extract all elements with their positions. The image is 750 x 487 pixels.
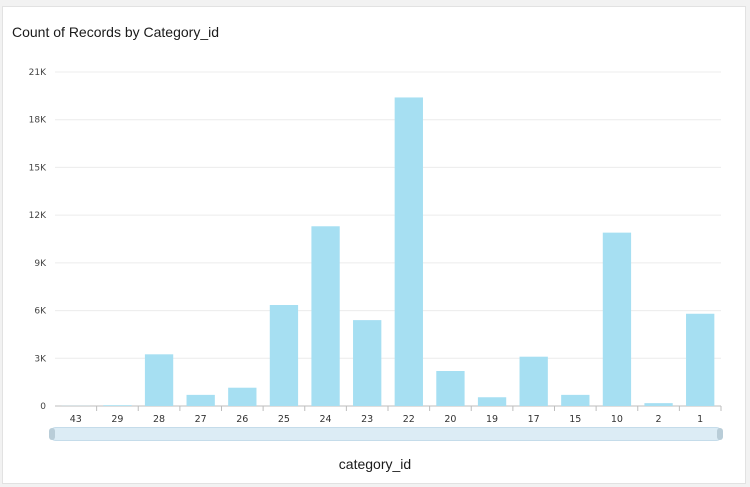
bar-category-19[interactable] [477,397,507,406]
x-tick-label: 24 [320,414,332,425]
bar-category-26[interactable] [228,387,257,406]
bar-category-24[interactable] [311,226,340,406]
bar-chart: 0 3K 6K 9K 12K 15K 18K 21K 43 29 28 27 26 25 24 23 22 20 1… [29,68,722,425]
bar-category-27[interactable] [186,394,215,406]
y-tick-label: 12K [29,211,47,221]
y-tick-label: 18K [29,116,47,126]
bar-category-10[interactable] [602,232,632,406]
bar-category-17[interactable] [519,356,548,406]
bar-category-29[interactable] [103,405,132,406]
x-tick-label: 20 [444,414,456,425]
bar-category-1[interactable] [686,313,715,406]
x-tick-label: 2 [656,414,662,425]
y-tick-label: 21K [29,68,47,78]
x-tick-label: 10 [611,414,623,425]
x-tick-label: 19 [486,414,498,425]
x-tick-label: 27 [195,414,207,425]
x-tick-label: 26 [236,414,248,425]
bar-category-28[interactable] [144,354,174,406]
scrollbar-right-handle[interactable] [717,428,723,440]
y-tick-label: 9K [34,259,47,269]
bar-category-25[interactable] [269,305,299,406]
x-tick-label: 25 [278,414,290,425]
x-tick-label: 1 [697,414,703,425]
bar-category-23[interactable] [353,320,382,406]
x-tick-label: 29 [111,414,123,425]
bar-category-2[interactable] [644,403,673,406]
bar-category-15[interactable] [561,394,590,406]
y-tick-label: 6K [34,307,47,317]
x-tick-label: 17 [528,414,540,425]
x-axis-label: category_id [338,456,412,472]
chart-title: Count of Records by Category_id [12,24,219,40]
scrollbar-left-handle[interactable] [49,428,55,440]
x-axis-scrollbar[interactable] [49,427,723,441]
x-tick-label: 22 [403,414,415,425]
x-tick-label: 15 [569,414,581,425]
y-tick-label: 0 [40,402,46,412]
bar-category-22[interactable] [394,97,423,406]
bar-category-20[interactable] [436,371,465,406]
x-tick-label: 43 [70,414,82,425]
y-tick-label: 15K [29,163,47,173]
y-tick-label: 3K [34,354,47,364]
x-tick-label: 28 [153,414,165,425]
chart-card: Count of Records by Category_id 0 3K 6K 9K 1… [2,6,746,484]
x-tick-label: 23 [361,414,373,425]
